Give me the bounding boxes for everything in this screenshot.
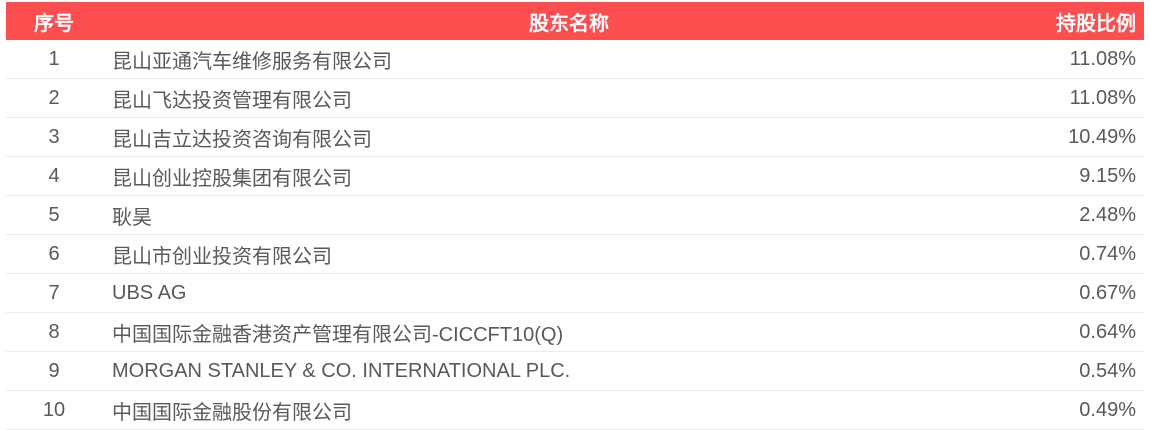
- table-row: 7 UBS AG 0.67%: [6, 274, 1144, 313]
- row-rank: 2: [48, 86, 60, 109]
- row-rank: 8: [48, 320, 60, 343]
- row-holding-percent: 0.74%: [1079, 242, 1136, 265]
- table-header-row: 序号 股东名称 持股比例: [6, 2, 1144, 40]
- table-row: 6 昆山市创业投资有限公司 0.74%: [6, 235, 1144, 274]
- table-row: 9 MORGAN STANLEY & CO. INTERNATIONAL PLC…: [6, 352, 1144, 391]
- row-rank: 7: [48, 281, 60, 304]
- table-row: 3 昆山吉立达投资咨询有限公司 10.49%: [6, 118, 1144, 157]
- row-shareholder-name: 中国国际金融股份有限公司: [112, 401, 352, 424]
- table-row: 10 中国国际金融股份有限公司 0.49%: [6, 391, 1144, 430]
- row-rank: 5: [48, 203, 60, 226]
- row-rank: 9: [48, 359, 60, 382]
- row-holding-percent: 0.67%: [1079, 281, 1136, 304]
- row-shareholder-name: 昆山市创业投资有限公司: [112, 245, 332, 268]
- row-shareholder-name: 昆山吉立达投资咨询有限公司: [112, 128, 372, 151]
- row-shareholder-name: 昆山飞达投资管理有限公司: [112, 89, 352, 112]
- row-rank: 4: [48, 164, 60, 187]
- row-holding-percent: 10.49%: [1068, 125, 1136, 148]
- header-cell-shareholder-name: 股东名称: [529, 12, 609, 35]
- row-shareholder-name: 耿昊: [112, 206, 152, 229]
- row-rank: 10: [42, 398, 66, 421]
- row-shareholder-name: UBS AG: [112, 281, 187, 304]
- row-shareholder-name: MORGAN STANLEY & CO. INTERNATIONAL PLC.: [112, 359, 571, 382]
- row-holding-percent: 9.15%: [1079, 164, 1136, 187]
- table-row: 8 中国国际金融香港资产管理有限公司-CICCFT10(Q) 0.64%: [6, 313, 1144, 352]
- row-rank: 6: [48, 242, 60, 265]
- row-rank: 3: [48, 125, 60, 148]
- table-row: 1 昆山亚通汽车维修服务有限公司 11.08%: [6, 40, 1144, 79]
- row-rank: 1: [48, 47, 60, 70]
- row-shareholder-name: 中国国际金融香港资产管理有限公司-CICCFT10(Q): [112, 323, 564, 346]
- row-holding-percent: 0.49%: [1079, 398, 1136, 421]
- table-row: 4 昆山创业控股集团有限公司 9.15%: [6, 157, 1144, 196]
- table-row: 5 耿昊 2.48%: [6, 196, 1144, 235]
- header-cell-rank: 序号: [34, 12, 74, 35]
- header-cell-holding-percent: 持股比例: [1056, 12, 1136, 35]
- table-row: 2 昆山飞达投资管理有限公司 11.08%: [6, 79, 1144, 118]
- row-holding-percent: 11.08%: [1069, 47, 1136, 70]
- row-holding-percent: 0.54%: [1079, 359, 1136, 382]
- row-holding-percent: 2.48%: [1079, 203, 1136, 226]
- row-shareholder-name: 昆山亚通汽车维修服务有限公司: [112, 50, 392, 73]
- row-holding-percent: 0.64%: [1079, 320, 1136, 343]
- row-holding-percent: 11.08%: [1069, 86, 1136, 109]
- row-shareholder-name: 昆山创业控股集团有限公司: [112, 167, 352, 190]
